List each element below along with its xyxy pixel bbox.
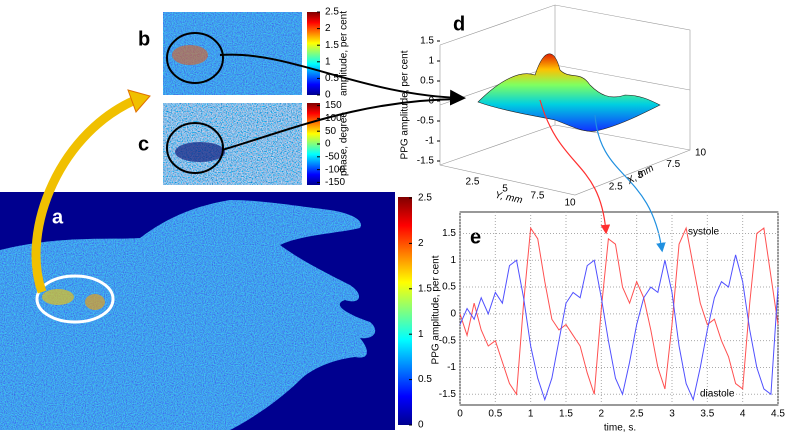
z-tick-label: -1.5 (417, 156, 435, 167)
colorbar-tick-label: 1.5 (418, 283, 432, 294)
colorbar-tick-label: 100 (325, 113, 342, 124)
plot-area (459, 211, 779, 406)
colorbar-tick-label: 1 (325, 56, 331, 67)
colorbar-tick-label: 0.5 (418, 374, 432, 385)
colorbar-tick-label: -50 (325, 151, 340, 162)
x-tick-label: 2.5 (630, 409, 644, 420)
x-axis-label: time, s. (604, 423, 636, 434)
x-tick-label: 3.5 (700, 409, 714, 420)
x-tick-label: 4.5 (771, 409, 785, 420)
panel-b-image (163, 12, 320, 95)
z-tick-label: 1.5 (420, 36, 434, 47)
z-tick-label: 0.5 (420, 76, 434, 87)
colorbar-tick-label: 1 (418, 329, 424, 340)
y-axis-label: Y, mm (494, 190, 524, 207)
colorbar-tick-label: 2.5 (325, 7, 339, 18)
x-tick-label: 7.5 (666, 159, 680, 170)
z-axis-label: PPG amplitude, per cent (400, 50, 411, 159)
x-tick-label: 3 (669, 409, 675, 420)
colorbar-title: phase, degree (339, 112, 350, 176)
surface (477, 53, 661, 132)
colorbar-tick-label: 50 (325, 126, 337, 137)
series-line (459, 254, 779, 402)
y-tick-label: 1 (450, 255, 456, 266)
arrow (594, 114, 666, 253)
colorbar-title: amplitude, per cent (339, 11, 350, 96)
panel-label: b (138, 28, 150, 50)
panel-label: e (470, 226, 481, 248)
arrow (219, 53, 466, 106)
colorbar-tick-label: 150 (325, 100, 342, 111)
x-tick-label: 2.5 (609, 181, 623, 192)
annotation: systole (688, 227, 720, 238)
colorbar-tick-label: -150 (325, 177, 345, 188)
z-tick-label: 1 (428, 56, 434, 67)
x-axis-label: X, mm (624, 163, 655, 187)
y-tick-label: 0 (450, 309, 456, 320)
colorbar-tick-label: 2 (418, 238, 424, 249)
panel-a-image (0, 192, 412, 430)
x-tick-label: 4 (740, 409, 746, 420)
series-line (459, 226, 779, 396)
x-tick-label: 5 (638, 170, 644, 181)
x-tick-label: 0 (457, 409, 463, 420)
colorbar-tick-label: 0 (325, 90, 331, 101)
annotation: diastole (700, 389, 735, 400)
y-tick-label: 7.5 (531, 191, 545, 202)
colorbar-tick-label: 0 (418, 420, 424, 431)
colorbar-tick-label: 2 (325, 23, 331, 34)
arrow (221, 98, 461, 151)
arrow (539, 99, 611, 235)
colorbar-tick-label: -100 (325, 164, 345, 175)
colorbar-tick-label: 0 (325, 139, 331, 150)
y-tick-label: 5 (502, 184, 508, 195)
y-tick-label: 2.5 (466, 177, 480, 188)
x-tick-label: 10 (695, 148, 707, 159)
y-tick-label: -1 (447, 362, 456, 373)
panel-label: d (453, 13, 465, 35)
arrow-head (127, 89, 151, 113)
y-tick-label: -0.5 (439, 335, 457, 346)
z-tick-label: 0 (428, 96, 434, 107)
colorbar-tick-label: 1.5 (325, 40, 339, 51)
x-tick-label: 1 (528, 409, 534, 420)
y-tick-label: 10 (564, 198, 576, 209)
y-tick-label: 0.5 (442, 282, 456, 293)
z-tick-label: -1 (425, 136, 434, 147)
colorbar-tick-label: 2.5 (418, 193, 432, 204)
y-tick-label: -1.5 (439, 389, 457, 400)
x-tick-label: 2 (599, 409, 605, 420)
panel-label: c (138, 133, 149, 155)
x-tick-label: 1.5 (559, 409, 573, 420)
arrow (31, 93, 142, 294)
y-axis-label: PPG amplitude, per cent (431, 255, 442, 364)
y-tick-label: 1.5 (442, 228, 456, 239)
x-tick-label: 0.5 (488, 409, 502, 420)
colorbar-tick-label: 0.5 (325, 73, 339, 84)
panel-label: a (52, 206, 64, 228)
z-tick-label: -0.5 (417, 116, 435, 127)
